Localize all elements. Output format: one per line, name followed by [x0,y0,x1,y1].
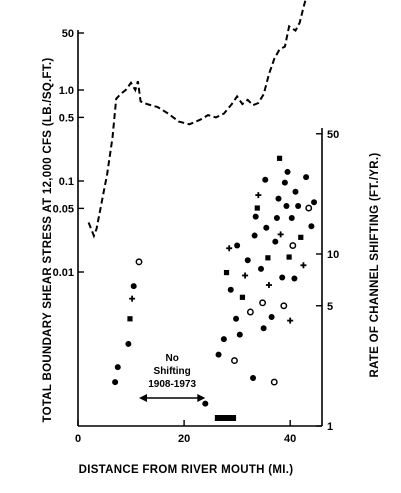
data-point-circle [258,265,264,272]
x-axis-title: DISTANCE FROM RIVER MOUTH (MI.) [79,464,294,476]
data-point-plus [287,317,294,324]
y-left-tick-label: 0.1 [59,176,74,188]
data-point-circle [125,340,132,347]
annotation-text-line: Shifting [154,366,191,377]
x-tick-label: 0 [75,433,81,445]
data-point-circle [268,314,275,321]
y-left-tick-label: 0.05 [53,203,74,215]
series-layer [87,0,318,421]
annotation-arrow-right-head [197,394,206,402]
data-point-circle [250,375,257,382]
data-point-square [276,155,283,161]
data-point-square [239,294,246,300]
data-point-square [254,205,260,211]
data-point-plus [300,262,307,269]
data-point-square [223,269,230,276]
annotation-layer: No Shifting 1908-1973 [139,353,206,402]
data-point-circle [262,176,269,183]
annotation-arrow-left-head [139,394,147,402]
y-right-tick-label: 1 [327,421,333,433]
data-point-circle [112,379,119,386]
y-left-tick-label: 0.01 [53,267,74,279]
data-point-circle [130,283,137,290]
data-point-circle [236,331,243,338]
data-point-circle [308,223,315,230]
y-right-tick-label: 5 [327,301,333,313]
data-point-plus [277,231,284,238]
data-point-circle [284,168,291,175]
data-point-plus [242,272,249,279]
data-point-plus [265,282,272,289]
shear-stress-dashed-line [87,0,307,239]
annotation-text-line: No [165,353,178,364]
y-left-tick-label: 0.5 [59,112,74,124]
data-point-circle [292,188,299,195]
data-point-circle [295,203,302,210]
data-point-cluster-bottom [214,415,237,421]
data-point-open-circle [280,302,288,310]
data-point-open-circle [305,204,313,212]
data-point-circle [281,179,288,186]
data-point-circle [215,351,222,358]
data-point-circle [272,238,279,245]
data-point-circle [233,315,240,322]
annotation-text-line: 1908-1973 [148,379,196,390]
data-point-open-circle [289,242,297,249]
data-point-circle [244,257,251,264]
data-point-circle [220,336,227,343]
data-point-open-circle [259,299,267,307]
data-point-circle [303,174,310,181]
data-point-circle [291,275,298,282]
x-tick-label: 40 [284,433,296,445]
data-point-open-circle [135,258,143,266]
y-left-tick-label: 50 [62,28,74,40]
y-axis-left-title: TOTAL BOUNDARY SHEAR STRESS AT 12,000 CF… [42,57,54,422]
data-point-plus [226,245,233,252]
data-point-open-circle [246,308,254,316]
y-right-tick-label: 50 [327,129,339,141]
x-tick-label: 20 [178,433,190,445]
ticks: 0 20 40 50 1.0 0.5 0.1 0.05 0.01 50 10 5 1 [53,28,340,445]
data-point-circle [202,400,209,407]
data-point-open-circle [231,357,238,365]
data-point-square [127,316,133,322]
data-point-circle [234,242,241,249]
data-point-plus [129,295,136,302]
data-point-circle [251,232,258,239]
data-point-square [286,254,292,260]
data-point-circle [263,224,270,231]
data-point-circle [288,214,295,221]
data-point-circle [279,274,286,281]
data-point-open-circle [270,378,278,386]
y-right-tick-label: 10 [327,249,339,261]
data-point-square [298,234,304,240]
data-point-circle [283,203,290,210]
y-axis-right-title: RATE OF CHANNEL SHIFTING (FT./YR.) [369,152,381,377]
data-point-circle [252,213,259,220]
data-point-square [265,255,271,261]
data-point-plus [255,192,262,199]
data-point-circle [114,364,121,371]
y-left-tick-label: 1.0 [59,85,74,97]
data-point-circle [227,286,234,293]
data-point-circle [275,195,282,202]
axes-frame [77,30,323,427]
data-point-circle [273,214,280,221]
data-point-circle [260,325,267,332]
data-point-circle [311,199,318,206]
